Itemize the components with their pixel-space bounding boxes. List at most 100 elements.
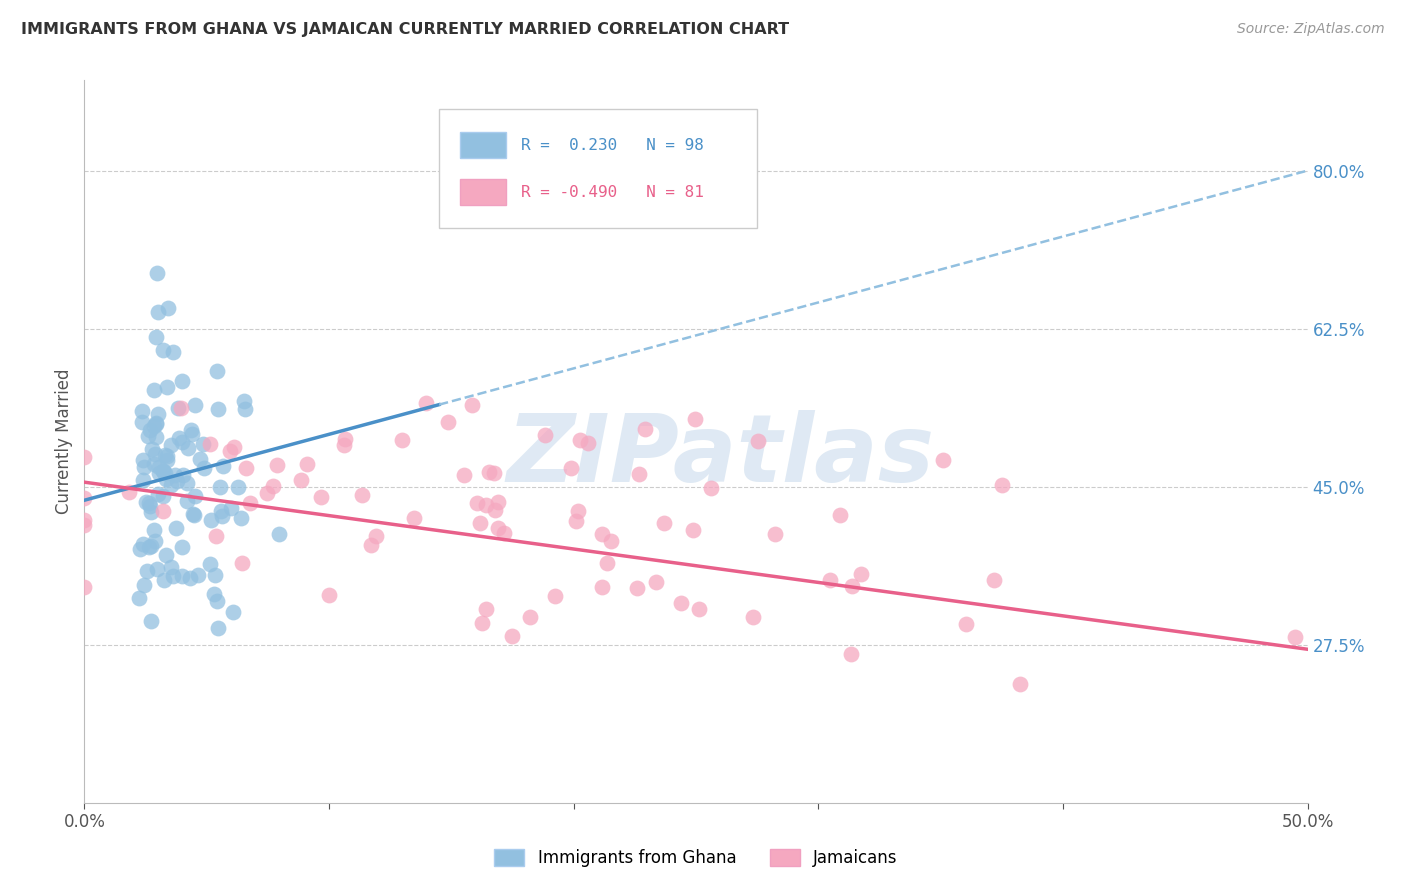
Point <box>198 437 221 451</box>
Legend: Immigrants from Ghana, Jamaicans: Immigrants from Ghana, Jamaicans <box>488 842 904 874</box>
Text: Source: ZipAtlas.com: Source: ZipAtlas.com <box>1237 22 1385 37</box>
Point <box>484 502 506 516</box>
Point <box>932 453 955 467</box>
Point <box>211 508 233 523</box>
Point <box>172 468 194 483</box>
Point <box>231 556 253 570</box>
Point <box>533 428 555 442</box>
Point <box>295 457 318 471</box>
Point <box>222 605 245 619</box>
Text: R = -0.490   N = 81: R = -0.490 N = 81 <box>522 185 704 200</box>
Point <box>155 472 177 486</box>
Point <box>202 587 225 601</box>
Point <box>153 466 176 480</box>
Point <box>162 569 184 583</box>
Point <box>129 542 152 557</box>
Point <box>415 395 437 409</box>
Text: IMMIGRANTS FROM GHANA VS JAMAICAN CURRENTLY MARRIED CORRELATION CHART: IMMIGRANTS FROM GHANA VS JAMAICAN CURREN… <box>21 22 789 37</box>
Point <box>599 533 621 548</box>
Point <box>626 581 648 595</box>
Point <box>155 549 177 563</box>
FancyBboxPatch shape <box>460 132 506 158</box>
Point <box>688 601 710 615</box>
Point <box>152 489 174 503</box>
Point <box>501 629 523 643</box>
Point <box>205 364 228 378</box>
Point <box>73 513 96 527</box>
Point <box>143 383 166 397</box>
Point <box>841 579 863 593</box>
Point <box>183 508 205 522</box>
Point <box>404 510 426 524</box>
Point <box>148 305 170 319</box>
Point <box>232 394 254 409</box>
Point <box>468 516 491 530</box>
Point <box>170 374 193 388</box>
Point <box>983 573 1005 587</box>
Point <box>73 518 96 533</box>
Point <box>318 588 340 602</box>
Point <box>475 602 498 616</box>
Point <box>482 467 505 481</box>
Point <box>162 344 184 359</box>
Point <box>153 573 176 587</box>
Point <box>955 617 977 632</box>
Point <box>193 461 215 475</box>
Point <box>180 423 202 437</box>
Point <box>167 401 190 416</box>
Point <box>235 460 257 475</box>
Point <box>181 426 204 441</box>
Point <box>652 516 675 530</box>
Point <box>519 609 541 624</box>
Point <box>207 621 229 635</box>
Point <box>176 475 198 490</box>
Point <box>136 564 159 578</box>
Point <box>471 616 494 631</box>
Point <box>141 614 163 628</box>
Point <box>205 594 228 608</box>
Point <box>218 444 240 458</box>
Point <box>145 561 167 575</box>
Point <box>138 540 160 554</box>
Point <box>118 484 141 499</box>
Point <box>467 496 489 510</box>
Point <box>143 418 166 433</box>
Point <box>135 495 157 509</box>
Point <box>591 580 613 594</box>
Text: ZIPatlas: ZIPatlas <box>506 410 935 502</box>
Point <box>73 580 96 594</box>
Point <box>141 442 163 456</box>
Point <box>172 540 194 554</box>
Point <box>839 647 862 661</box>
Point <box>187 567 209 582</box>
Y-axis label: Currently Married: Currently Married <box>55 368 73 515</box>
Point <box>828 508 851 522</box>
Point <box>139 505 162 519</box>
Point <box>181 508 204 522</box>
Point <box>159 559 181 574</box>
Point <box>177 442 200 456</box>
Point <box>364 529 387 543</box>
Point <box>145 330 167 344</box>
Point <box>207 402 229 417</box>
Point <box>391 433 413 447</box>
Point <box>132 453 155 467</box>
Point <box>204 529 226 543</box>
Point <box>139 539 162 553</box>
Point <box>134 578 156 592</box>
Point <box>683 412 706 426</box>
Point <box>146 266 169 280</box>
Point <box>156 449 179 463</box>
Point <box>671 596 693 610</box>
Point <box>169 432 191 446</box>
Point <box>146 487 169 501</box>
Point <box>569 434 592 448</box>
Point <box>73 491 96 505</box>
Point <box>209 504 232 518</box>
Point <box>163 468 186 483</box>
Point <box>544 589 567 603</box>
Point <box>152 464 174 478</box>
Point <box>486 495 509 509</box>
Point <box>156 452 179 467</box>
Point <box>146 408 169 422</box>
